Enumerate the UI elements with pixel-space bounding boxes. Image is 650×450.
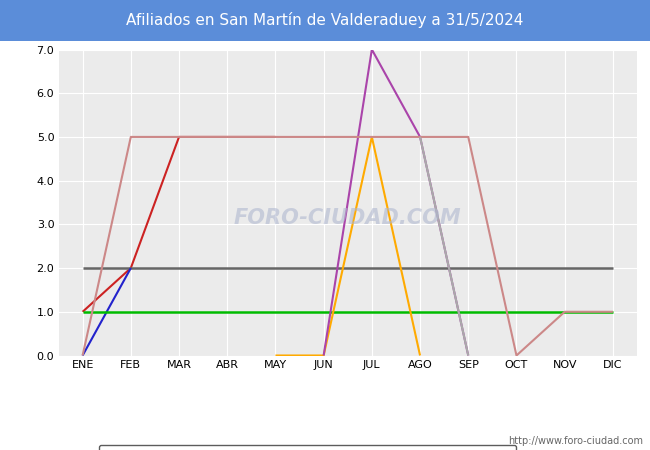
2023: [272, 266, 280, 271]
2018: [513, 353, 521, 358]
2024: [127, 266, 135, 271]
2024: [272, 134, 280, 140]
2022: [79, 353, 86, 358]
Line: 2017: 2017: [420, 137, 468, 356]
2018: [464, 134, 472, 140]
2023: [464, 266, 472, 271]
Line: 2022: 2022: [83, 268, 131, 356]
2021: [561, 309, 569, 315]
2021: [79, 309, 86, 315]
2019: [464, 353, 472, 358]
2021: [320, 309, 328, 315]
2022: [127, 266, 135, 271]
2023: [416, 266, 424, 271]
2024: [79, 309, 86, 315]
2018: [416, 134, 424, 140]
2023: [224, 266, 231, 271]
2021: [272, 309, 280, 315]
2019: [416, 134, 424, 140]
2018: [368, 134, 376, 140]
2021: [368, 309, 376, 315]
Line: 2024: 2024: [83, 137, 276, 312]
2021: [416, 309, 424, 315]
2018: [175, 134, 183, 140]
2019: [320, 353, 328, 358]
2023: [79, 266, 86, 271]
2020: [368, 134, 376, 140]
Text: Afiliados en San Martín de Valderaduey a 31/5/2024: Afiliados en San Martín de Valderaduey a…: [126, 12, 524, 28]
2023: [175, 266, 183, 271]
2021: [175, 309, 183, 315]
2017: [416, 134, 424, 140]
Line: 2018: 2018: [83, 137, 613, 356]
2018: [224, 134, 231, 140]
2024: [175, 134, 183, 140]
2023: [609, 266, 617, 271]
Text: FORO-CIUDAD.COM: FORO-CIUDAD.COM: [234, 208, 462, 228]
2018: [561, 309, 569, 315]
2024: [224, 134, 231, 140]
2018: [79, 353, 86, 358]
2023: [561, 266, 569, 271]
2023: [368, 266, 376, 271]
2021: [127, 309, 135, 315]
2020: [320, 353, 328, 358]
Text: http://www.foro-ciudad.com: http://www.foro-ciudad.com: [508, 436, 644, 446]
2021: [224, 309, 231, 315]
2023: [127, 266, 135, 271]
Line: 2020: 2020: [276, 137, 420, 356]
2017: [464, 353, 472, 358]
2023: [320, 266, 328, 271]
Line: 2019: 2019: [324, 50, 468, 356]
2020: [416, 353, 424, 358]
2021: [464, 309, 472, 315]
Legend: 2024, 2023, 2022, 2021, 2020, 2019, 2018, 2017: 2024, 2023, 2022, 2021, 2020, 2019, 2018…: [99, 445, 516, 450]
2021: [513, 309, 521, 315]
2023: [513, 266, 521, 271]
2018: [320, 134, 328, 140]
2018: [127, 134, 135, 140]
2019: [368, 47, 376, 52]
2021: [609, 309, 617, 315]
2020: [272, 353, 280, 358]
2018: [609, 309, 617, 315]
2018: [272, 134, 280, 140]
